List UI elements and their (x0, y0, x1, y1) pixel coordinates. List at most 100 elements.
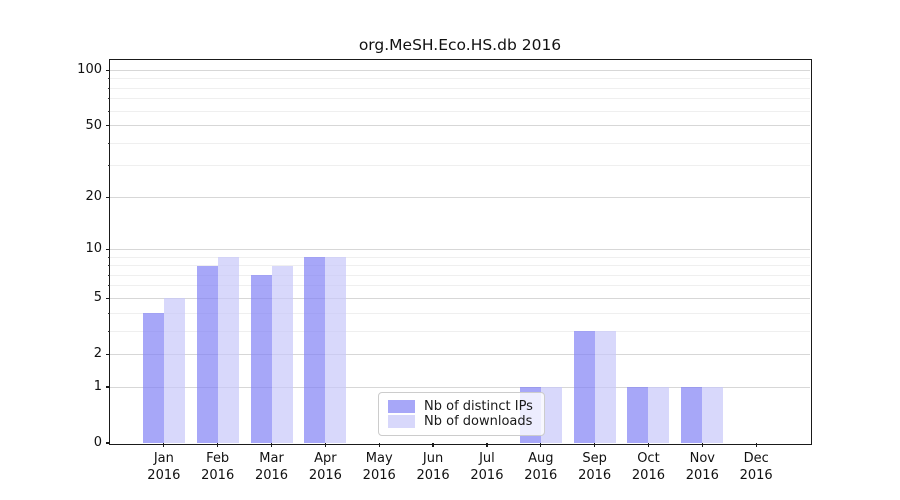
y-gridline (110, 297, 810, 299)
y-tick (106, 353, 110, 355)
y-tick-label: 2 (93, 346, 102, 362)
bar-downloads-oct (648, 387, 670, 443)
y-tick-label: 100 (77, 62, 102, 78)
x-tick-month: Dec (743, 451, 769, 466)
y-minor-tick (107, 98, 110, 100)
y-tick-label: 0 (93, 435, 102, 450)
y-tick-label: 1 (93, 379, 102, 395)
y-minor-tick (107, 78, 110, 80)
x-tick-label: Mar 2016 (240, 450, 304, 484)
y-gridline (110, 125, 810, 127)
bar-distinct-ips-feb (196, 265, 218, 443)
x-tick (486, 443, 488, 447)
legend-label-downloads: Nb of downloads (424, 414, 533, 429)
x-tick-year: 2016 (524, 468, 558, 483)
x-tick-label: May 2016 (347, 450, 411, 484)
y-minor-gridline (110, 265, 810, 267)
bar-distinct-ips-sep (573, 331, 595, 443)
x-tick-month: Jun (422, 451, 444, 466)
x-tick-month: Nov (689, 451, 715, 466)
plot-area (110, 60, 810, 443)
legend-swatch-downloads (388, 415, 415, 428)
bar-downloads-mar (271, 265, 293, 443)
y-minor-gridline (110, 142, 810, 144)
x-tick (593, 443, 596, 447)
y-minor-tick (107, 265, 110, 267)
x-tick-label: Dec 2016 (724, 450, 788, 484)
y-gridline (110, 196, 810, 198)
y-minor-gridline (110, 256, 810, 258)
legend-swatch-distinct-ips (388, 400, 415, 413)
x-tick-month: Oct (637, 451, 660, 466)
legend-item: Nb of downloads (388, 414, 535, 429)
x-tick (432, 443, 434, 447)
legend: Nb of distinct IPs Nb of downloads (378, 392, 545, 436)
y-minor-gridline (110, 98, 810, 100)
x-tick-year: 2016 (201, 468, 235, 483)
y-minor-tick (107, 142, 110, 144)
x-tick-label: Apr 2016 (293, 450, 357, 484)
bar-downloads-nov (702, 387, 724, 443)
y-gridline (110, 69, 810, 71)
y-minor-tick (107, 87, 110, 89)
y-tick (106, 248, 110, 251)
x-tick-label: Jul 2016 (455, 450, 519, 484)
x-tick-label: Jan 2016 (132, 450, 196, 484)
y-tick (106, 69, 110, 72)
x-tick-year: 2016 (739, 468, 773, 483)
legend-label-distinct-ips: Nb of distinct IPs (424, 399, 533, 414)
x-tick (378, 443, 380, 447)
x-tick-label: Jun 2016 (401, 450, 465, 484)
y-tick-label: 20 (85, 189, 102, 205)
y-minor-tick (107, 312, 110, 314)
x-tick-label: Sep 2016 (563, 450, 627, 484)
bar-distinct-ips-oct (627, 387, 649, 443)
x-tick (701, 443, 703, 447)
x-tick-month: Apr (314, 451, 337, 466)
x-tick-label: Feb 2016 (186, 450, 250, 484)
x-tick-year: 2016 (362, 468, 396, 483)
x-tick-month: Aug (528, 451, 554, 466)
y-minor-gridline (110, 330, 810, 332)
y-gridline (110, 353, 810, 355)
y-minor-tick (107, 274, 110, 276)
y-tick (106, 196, 110, 198)
y-minor-tick (107, 256, 110, 258)
x-tick-month: Jan (153, 451, 174, 466)
y-minor-tick (107, 330, 110, 332)
x-tick-year: 2016 (578, 468, 612, 483)
bar-downloads-apr (325, 257, 347, 443)
y-minor-tick (107, 165, 110, 167)
x-tick-month: Jul (479, 451, 495, 466)
x-tick-label: Nov 2016 (670, 450, 734, 484)
y-gridline (110, 248, 810, 250)
bar-downloads-feb (217, 257, 239, 443)
bar-distinct-ips-mar (250, 275, 272, 443)
x-tick (540, 443, 542, 447)
x-tick-year: 2016 (254, 468, 289, 483)
x-tick-month: Sep (582, 451, 607, 466)
x-tick (270, 443, 273, 447)
x-tick (163, 443, 165, 447)
x-tick (647, 443, 650, 447)
y-tick (106, 386, 110, 388)
y-minor-tick (107, 285, 110, 287)
y-tick-label: 5 (93, 290, 102, 306)
y-tick (106, 124, 110, 127)
bar-distinct-ips-jan (142, 313, 164, 443)
y-tick-label: 10 (85, 241, 102, 257)
y-minor-gridline (110, 285, 810, 287)
y-tick (106, 297, 110, 300)
x-tick-label: Oct 2016 (616, 450, 680, 484)
y-tick (106, 442, 110, 444)
x-tick (324, 443, 327, 447)
x-tick-year: 2016 (631, 468, 665, 483)
x-tick-month: May (365, 451, 393, 466)
legend-item: Nb of distinct IPs (388, 399, 535, 414)
x-tick-year: 2016 (470, 468, 504, 483)
x-tick (217, 443, 219, 447)
x-tick-label: Aug 2016 (509, 450, 573, 484)
bar-distinct-ips-apr (304, 257, 326, 443)
bar-distinct-ips-nov (681, 387, 703, 443)
